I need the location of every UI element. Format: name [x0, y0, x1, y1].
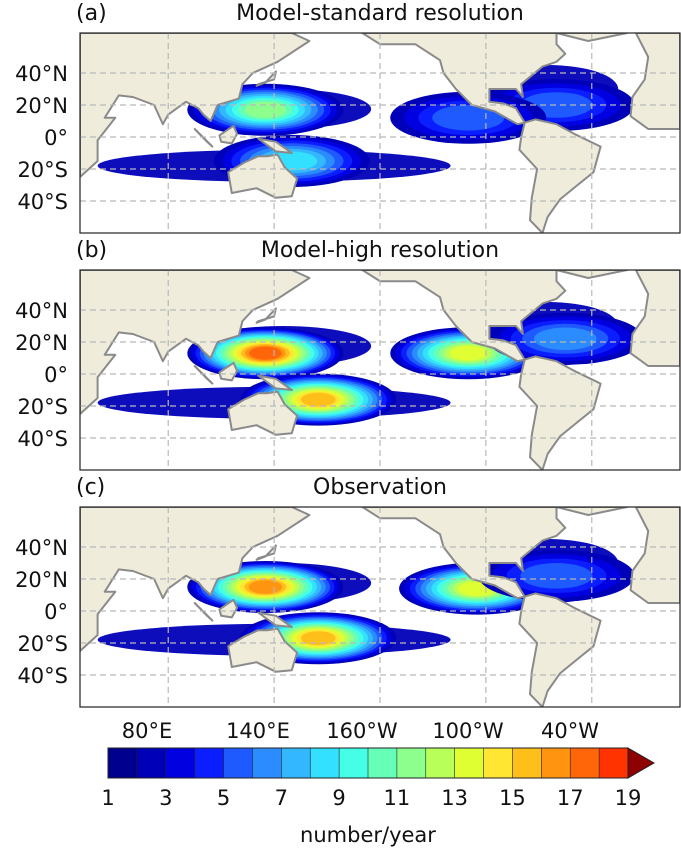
lat-tick-label: 40°N: [15, 299, 68, 323]
land-mass: [218, 598, 239, 619]
colorbar-swatch: [281, 748, 311, 778]
colorbar-swatch: [512, 748, 542, 778]
colorbar-swatch: [454, 748, 485, 778]
land-mass: [218, 361, 239, 382]
lat-tick-label: 20°N: [15, 331, 68, 355]
colorbar-swatch: [223, 748, 253, 778]
lat-tick-label: 20°S: [17, 158, 68, 182]
land-mass: [227, 153, 299, 199]
land-mass: [218, 124, 239, 145]
colorbar-tick-label: 13: [441, 786, 468, 810]
lat-tick-label: 20°S: [17, 632, 68, 656]
colorbar-swatch: [570, 748, 600, 778]
colorbar-tick-label: 11: [384, 786, 411, 810]
colorbar-swatch: [252, 748, 282, 778]
lat-tick-label: 20°S: [17, 395, 68, 419]
colorbar-tick-labels: 1 3 5 7 9 11 13 15 17 19: [101, 786, 641, 810]
land-mass: [518, 118, 602, 233]
colorbar-swatch: [165, 748, 196, 778]
colorbar-swatch: [599, 748, 629, 778]
land-mass: [257, 374, 293, 391]
lon-tick-140e: 140°E: [226, 719, 290, 743]
lon-tick-80e: 80°E: [122, 719, 173, 743]
land-mass: [518, 592, 602, 707]
land-mass: [361, 33, 567, 126]
lat-tick-label: 40°S: [17, 427, 68, 451]
colorbar-swatch: [541, 748, 571, 778]
density-contour-western-north-pacific: [248, 580, 283, 594]
panel-b-title: Model-high resolution: [261, 238, 499, 263]
density-contour-north-atlantic: [520, 563, 593, 589]
lat-tick-label: 40°S: [17, 190, 68, 214]
colorbar-swatch: [108, 748, 138, 778]
land-mass: [193, 365, 214, 385]
density-contour-south-pacific: [300, 392, 336, 407]
latitude-labels: 40°N 20°N 0° 20°S 40°S 40°N 20°N 0° 20°S 40°S 40°N…: [15, 62, 68, 688]
land-mass: [227, 390, 299, 436]
lon-tick-160w: 160°W: [326, 719, 398, 743]
colorbar-swatch: [368, 748, 398, 778]
panel-a-tag: (a): [76, 1, 107, 26]
colorbar-swatch: [425, 748, 456, 778]
colorbar-tick-label: 7: [275, 786, 288, 810]
density-contour-north-atlantic: [533, 327, 597, 351]
colorbar-tick-label: 9: [332, 786, 345, 810]
density-contour-eastern-north-pacific: [449, 345, 488, 361]
panel-b-tag: (b): [76, 238, 107, 263]
colorbar-extend-arrow: [627, 747, 656, 779]
land-mass: [255, 307, 277, 324]
density-contour-western-north-pacific: [249, 346, 282, 360]
land-mass: [193, 602, 214, 622]
lat-tick-label: 40°S: [17, 664, 68, 688]
colorbar-tick-label: 19: [615, 786, 642, 810]
panel-c-title: Observation: [313, 475, 447, 500]
panel-a-title: Model-standard resolution: [236, 1, 524, 26]
lat-tick-label: 0°: [44, 600, 68, 624]
colorbar-tick-label: 1: [101, 786, 114, 810]
land-mass: [361, 270, 567, 363]
colorbar-tick-label: 3: [159, 786, 172, 810]
lon-tick-40w: 40°W: [541, 719, 599, 743]
land-mass: [257, 137, 293, 154]
lat-tick-label: 20°N: [15, 568, 68, 592]
colorbar-swatch: [136, 748, 167, 778]
lat-tick-label: 0°: [44, 363, 68, 387]
colorbar: [107, 747, 656, 779]
colorbar-swatch: [194, 748, 225, 778]
colorbar-label: number/year: [300, 823, 436, 847]
land-mass: [193, 128, 214, 148]
land-mass: [518, 355, 602, 470]
map-panel-a: [79, 32, 681, 234]
land-mass: [257, 611, 293, 628]
map-panel-c: [79, 506, 681, 708]
map-frame: [79, 269, 681, 471]
colorbar-swatch: [483, 748, 513, 778]
land-mass: [255, 544, 277, 561]
lat-tick-label: 0°: [44, 126, 68, 150]
lat-tick-label: 40°N: [15, 62, 68, 86]
colorbar-tick-label: 5: [217, 786, 230, 810]
colorbar-swatch: [396, 748, 427, 778]
panel-c-tag: (c): [76, 475, 105, 500]
lat-tick-label: 20°N: [15, 94, 68, 118]
land-mass: [255, 70, 277, 87]
colorbar-tick-label: 15: [499, 786, 526, 810]
colorbar-swatch: [310, 748, 340, 778]
map-frame: [79, 506, 681, 708]
map-panel-b: [79, 269, 681, 471]
density-contour-south-pacific: [300, 631, 336, 646]
map-frame: [79, 32, 681, 234]
lon-tick-100w: 100°W: [432, 719, 504, 743]
land-mass: [361, 507, 567, 600]
lat-tick-label: 40°N: [15, 536, 68, 560]
land-mass: [227, 627, 299, 673]
colorbar-tick-label: 17: [557, 786, 584, 810]
colorbar-swatch: [339, 748, 369, 778]
density-contour-western-north-pacific: [244, 101, 287, 118]
